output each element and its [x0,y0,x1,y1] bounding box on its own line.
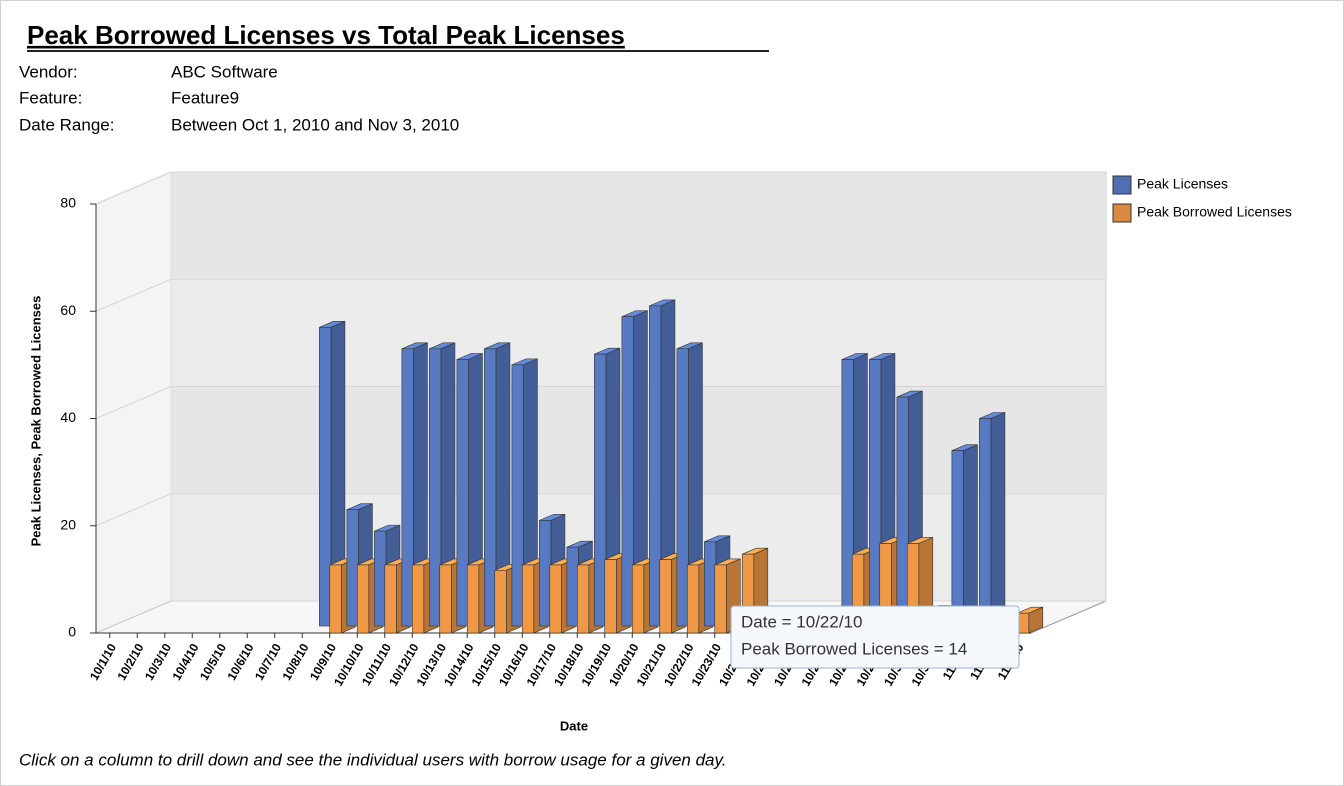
legend-swatch [1112,175,1132,195]
y-tick-label: 60 [60,302,76,318]
grid-band [171,172,1106,280]
bar-front [686,564,700,634]
bar-front [659,559,672,634]
bar-front [576,564,590,634]
bar-front [704,541,717,627]
bar-front [649,305,662,627]
bar-front [951,450,964,627]
bar-front [319,327,332,627]
bar [456,353,483,627]
bar-front [604,559,617,634]
bar [429,342,456,627]
bar [951,444,978,627]
bar-front [566,546,579,627]
field-label: Date Range: [19,115,114,134]
bar-front [549,564,562,634]
bar-front [594,353,607,627]
bar [621,310,648,627]
grid-line [95,386,1106,419]
bar-front [439,564,452,634]
bar-front [979,418,992,627]
bar-front [841,359,854,627]
bar-front [401,348,414,627]
bar [649,299,676,627]
bar-front [466,564,480,634]
bar-front [714,564,727,634]
bar-front [869,359,882,627]
y-tick-label: 20 [60,516,76,532]
y-axis-title: Peak Licenses, Peak Borrowed Licenses [28,296,43,547]
title: Peak Borrowed Licenses vs Total Peak Lic… [27,20,625,50]
bar-front [374,530,387,627]
bar [511,358,538,627]
tooltip-line: Date = 10/22/10 [741,612,862,631]
x-axis-title: Date [560,718,588,733]
bar-side [963,444,978,627]
bar-front [384,564,397,634]
bar-front [631,564,645,634]
field-value: ABC Software [171,62,278,81]
tooltip-box [730,605,1020,669]
grid-line [95,171,1106,205]
legend-swatch [1112,203,1132,223]
bar-front [484,348,497,627]
bar-front [539,520,552,627]
field-value: Between Oct 1, 2010 and Nov 3, 2010 [171,115,459,134]
bar-front [511,364,524,627]
bar-front [329,564,342,634]
tooltip-line: Peak Borrowed Licenses = 14 [741,639,967,658]
bar [1016,606,1044,634]
bar-front [896,396,909,627]
bar-front [356,564,370,634]
bar-front [676,348,689,627]
grid-line [95,600,1106,634]
field-label: Feature: [19,88,82,107]
legend-label: Peak Licenses [1137,176,1228,192]
bar [484,342,511,627]
field-label: Vendor: [19,62,78,81]
y-tick-label: 0 [68,624,76,640]
footer-note: Click on a column to drill down and see … [19,750,726,769]
y-tick-label: 40 [60,409,76,425]
legend-label: Peak Borrowed Licenses [1137,204,1292,220]
bar [401,342,428,627]
bar-front [621,316,634,627]
bar-front [346,509,359,627]
bar-front [521,564,535,634]
bar-front [494,569,507,634]
y-tick-label: 80 [60,195,76,211]
bar [979,412,1006,627]
bar-front [456,359,469,627]
field-value: Feature9 [171,88,239,107]
bar-front [411,564,425,634]
bar-side [990,412,1006,627]
bar-front [429,348,442,627]
